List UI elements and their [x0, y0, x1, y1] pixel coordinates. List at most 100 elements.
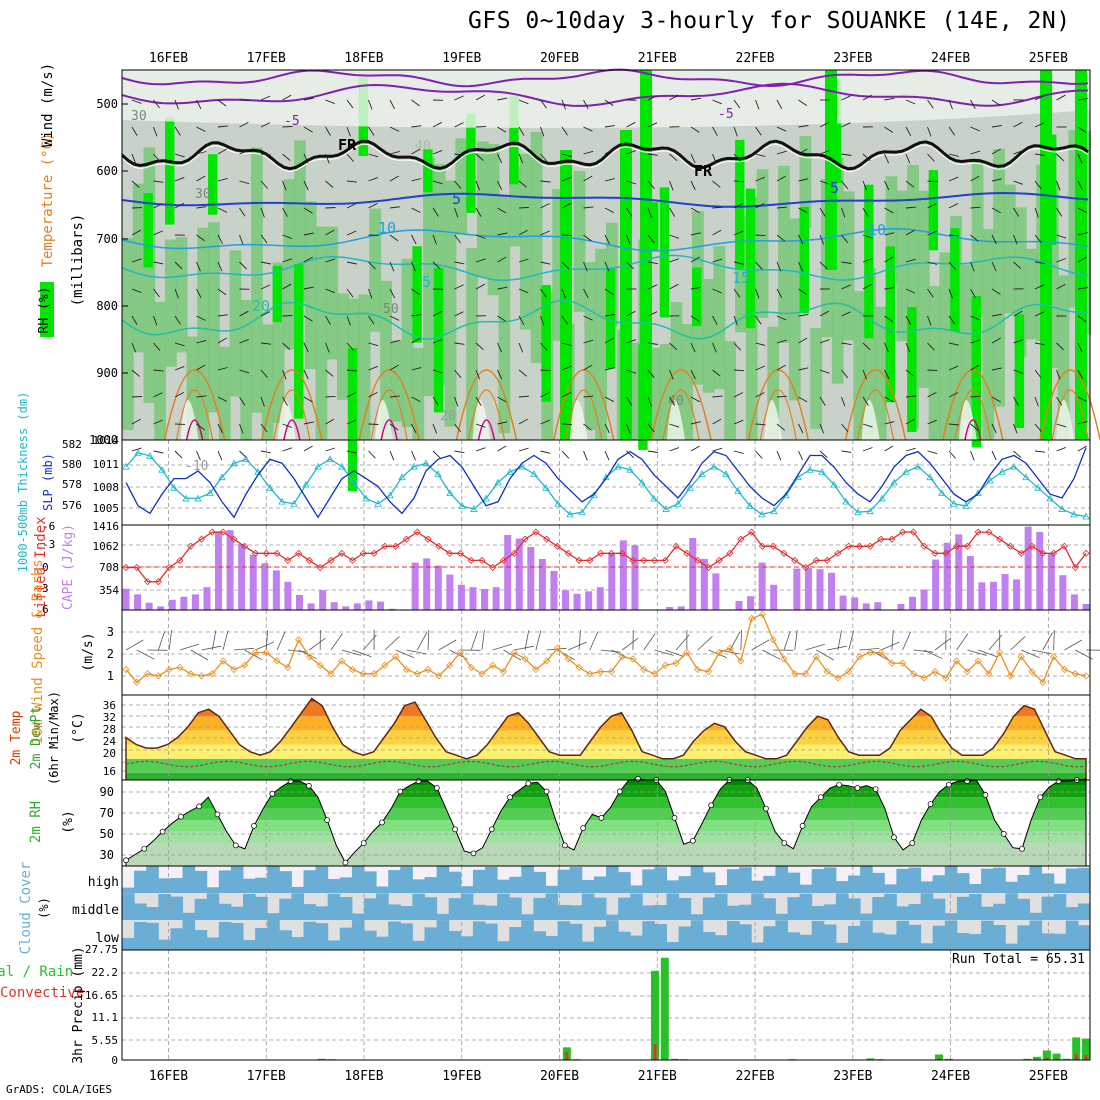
cape-bar [434, 565, 442, 610]
cloud-cover-bar [811, 920, 825, 950]
cloud-cover-bar [497, 893, 510, 920]
cape-bar [504, 534, 512, 610]
cloud-cover-bar [606, 914, 619, 920]
precip-total-bar [670, 1058, 679, 1060]
cloud-cover-bar [206, 887, 220, 893]
lifted-index-point [456, 549, 464, 557]
wind-barb [561, 342, 572, 346]
wind-barb [368, 315, 375, 325]
wind10-point [251, 648, 260, 657]
wind-barb [174, 342, 185, 347]
contour-35 [759, 389, 797, 441]
precip-total-bar [1062, 1058, 1071, 1060]
rh-shade-mid [573, 170, 586, 312]
wind-barb [712, 126, 718, 136]
wind-barb [583, 206, 594, 209]
wind10-barb [233, 647, 254, 651]
wind-barb [518, 126, 525, 136]
cloud-cover-bar [279, 898, 292, 920]
cloud-cover-bar [218, 921, 232, 950]
wind-barb [325, 418, 335, 425]
wind-barb [239, 423, 244, 434]
wind-barb [561, 288, 566, 299]
rh-point [708, 802, 714, 809]
wind-barb [432, 310, 443, 317]
wind-barb [174, 288, 179, 299]
wind10-barb [578, 630, 581, 651]
wind-barb [518, 180, 527, 188]
wind-barb [497, 315, 507, 322]
cloud-cover-bar [581, 941, 595, 950]
wind-barb [970, 175, 980, 182]
wind-barb [475, 283, 486, 290]
wind-barb [1077, 369, 1083, 380]
cloud-cover-bar [206, 937, 220, 950]
rh-shade-mid [315, 226, 328, 440]
wind-barb [647, 234, 655, 244]
wind-barb [712, 229, 722, 236]
contour-label: 10 [378, 219, 396, 237]
rh2m-tick-label: 90 [100, 785, 114, 799]
cloud-cover-bar [787, 872, 801, 893]
wind-barb [540, 99, 547, 109]
wind-barb [174, 365, 185, 371]
wind10-point [963, 668, 971, 676]
wind10-point [543, 657, 551, 665]
wind-barb [948, 365, 959, 371]
wind-barb [604, 207, 615, 213]
rh-shade-mid [842, 191, 855, 341]
wind-barb [475, 447, 486, 452]
wind-barb [583, 234, 592, 242]
cloud-cover-bar [593, 897, 607, 920]
wind-barb [1034, 261, 1045, 264]
wind-barb [196, 423, 205, 431]
wind-barb [454, 423, 462, 433]
wind-barb [647, 207, 652, 218]
wind-barb [841, 423, 849, 432]
cape-bar [145, 602, 153, 610]
rh-shade-high [272, 265, 282, 323]
cape-bar [376, 601, 384, 610]
rh-point [159, 828, 166, 835]
rh-shade-mid [304, 201, 317, 370]
wind-barb [991, 178, 1002, 182]
rh-shade-mid [724, 341, 737, 440]
wind-barb [540, 203, 550, 209]
wind-barb [368, 342, 379, 347]
wind10-barb [924, 649, 943, 660]
lifted-index-point [510, 549, 518, 557]
cape-bar [1013, 579, 1021, 610]
wind-barb [325, 447, 336, 452]
lifted-index-point [672, 542, 680, 550]
wind-barb [755, 365, 765, 371]
cape-tick-label: 354 [99, 584, 119, 597]
wind-barb [217, 423, 223, 434]
cloud-cover-bar [267, 913, 280, 920]
contour-40 [283, 419, 301, 441]
precip-total-bar [1082, 1038, 1090, 1060]
cloud-cover-bar [811, 869, 825, 893]
lifted-index-point [381, 542, 389, 550]
cloud-cover-bar [920, 893, 934, 920]
wind-barb [282, 207, 288, 217]
wind10-point [553, 644, 562, 652]
wind10-point [952, 657, 961, 665]
wind-barb [411, 207, 421, 213]
lifted-tick-label: 0 [42, 561, 49, 574]
cloud-cover-bar [339, 877, 353, 893]
temp2m-tick-label: 16 [103, 765, 116, 778]
wind10-point [640, 665, 648, 674]
wind-barb [583, 315, 593, 321]
wind-barb [733, 369, 745, 372]
contour-label: 5 [452, 190, 461, 208]
wind-barb [239, 396, 246, 406]
wind-barb [303, 232, 314, 236]
wind-barb [239, 338, 249, 344]
wind-barb [282, 447, 293, 452]
wind-barb [819, 150, 830, 155]
wind-barb [948, 176, 959, 182]
wind-barb [755, 450, 763, 459]
cloud-cover-bar [981, 920, 994, 950]
wind-barb [1077, 287, 1088, 290]
profile-tick-label: 700 [96, 232, 118, 246]
